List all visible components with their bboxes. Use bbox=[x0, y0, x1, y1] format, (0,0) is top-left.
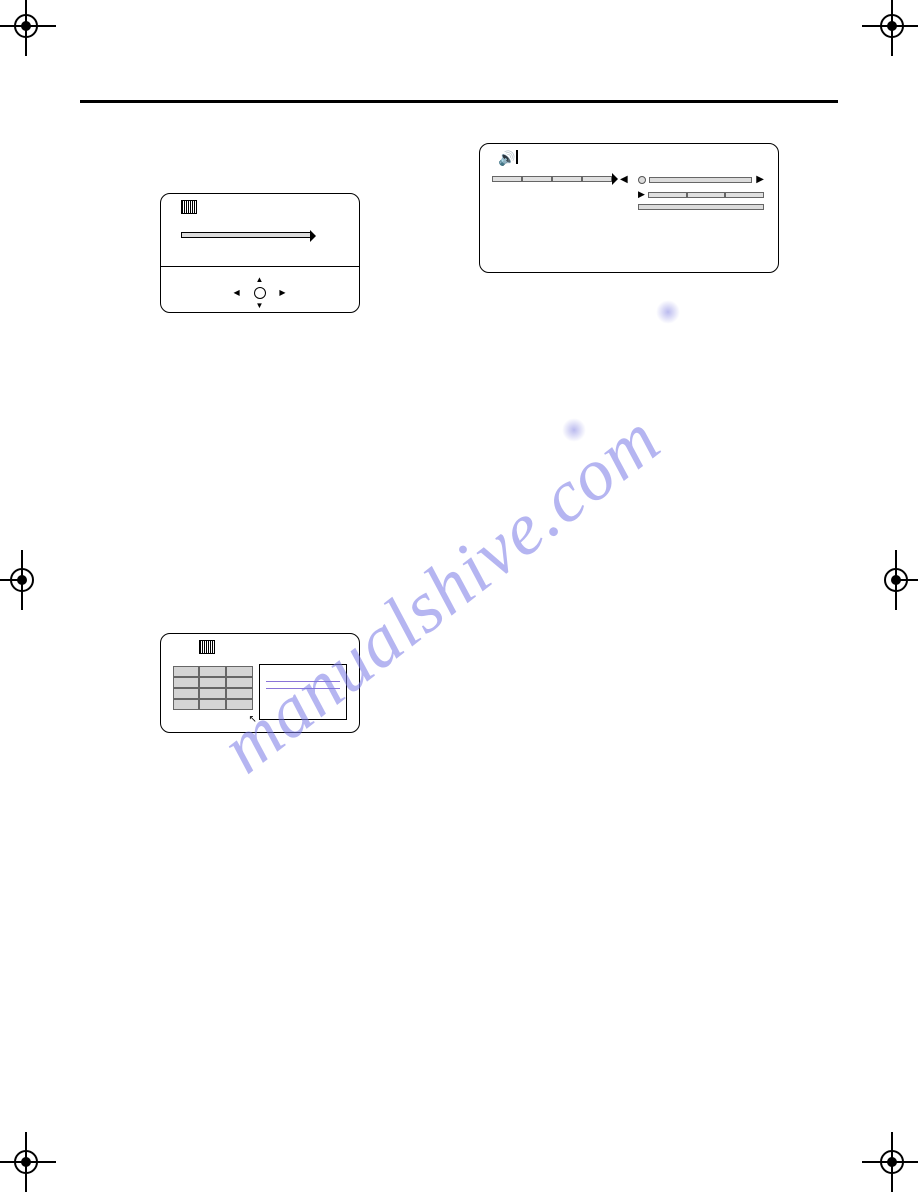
radio-icon bbox=[638, 176, 646, 184]
preview-line bbox=[266, 688, 340, 689]
figure-audio-settings: 🔊 ◀ ▶ ▶ bbox=[479, 143, 779, 273]
left-segmented-bar bbox=[492, 176, 612, 182]
crop-mark-tl bbox=[6, 6, 46, 46]
crop-mark-ml bbox=[2, 560, 42, 600]
triangle-left-icon: ◀ bbox=[620, 174, 628, 185]
triangle-indicator-icon: ▶ bbox=[638, 189, 645, 200]
slider-bar bbox=[181, 232, 311, 238]
nav-pad: ▲ ▼ ◀ ▶ bbox=[234, 278, 286, 308]
speaker-icon: 🔊 bbox=[498, 150, 515, 167]
value-strip bbox=[638, 204, 764, 210]
left-column: ▲ ▼ ◀ ▶ ↖ bbox=[80, 143, 439, 733]
page-content: ▲ ▼ ◀ ▶ ↖ bbox=[80, 100, 838, 733]
figure-thumbnail-grid: ↖ bbox=[160, 633, 360, 733]
crop-mark-mr bbox=[876, 560, 916, 600]
right-column: 🔊 ◀ ▶ ▶ bbox=[479, 143, 838, 733]
triangle-right-icon: ▶ bbox=[756, 174, 764, 185]
nav-right-icon: ▶ bbox=[279, 289, 285, 297]
preview-line bbox=[266, 681, 340, 682]
setting-row-3 bbox=[638, 204, 764, 210]
menu-icon bbox=[181, 200, 197, 214]
nav-center-ring bbox=[254, 287, 266, 299]
cursor-icon: ↖ bbox=[249, 714, 257, 725]
crop-mark-tr bbox=[872, 6, 912, 46]
thumb-grid bbox=[173, 666, 253, 710]
header-separator bbox=[516, 150, 518, 164]
header-rule bbox=[80, 100, 838, 103]
crop-mark-br bbox=[872, 1142, 912, 1182]
setting-row-2: ▶ bbox=[638, 189, 764, 200]
value-strip bbox=[649, 177, 752, 183]
menu-icon bbox=[199, 640, 215, 654]
figure-divider bbox=[161, 266, 359, 267]
watermark-dot bbox=[562, 418, 586, 442]
figure-device-lcd: ▲ ▼ ◀ ▶ bbox=[160, 193, 360, 313]
nav-up-icon: ▲ bbox=[256, 276, 264, 284]
nav-down-icon: ▼ bbox=[256, 302, 264, 310]
watermark-dot bbox=[656, 300, 680, 324]
nav-left-icon: ◀ bbox=[234, 289, 240, 297]
crop-mark-bl bbox=[6, 1142, 46, 1182]
preview-pane bbox=[259, 664, 347, 720]
setting-row-1: ▶ bbox=[638, 174, 764, 185]
